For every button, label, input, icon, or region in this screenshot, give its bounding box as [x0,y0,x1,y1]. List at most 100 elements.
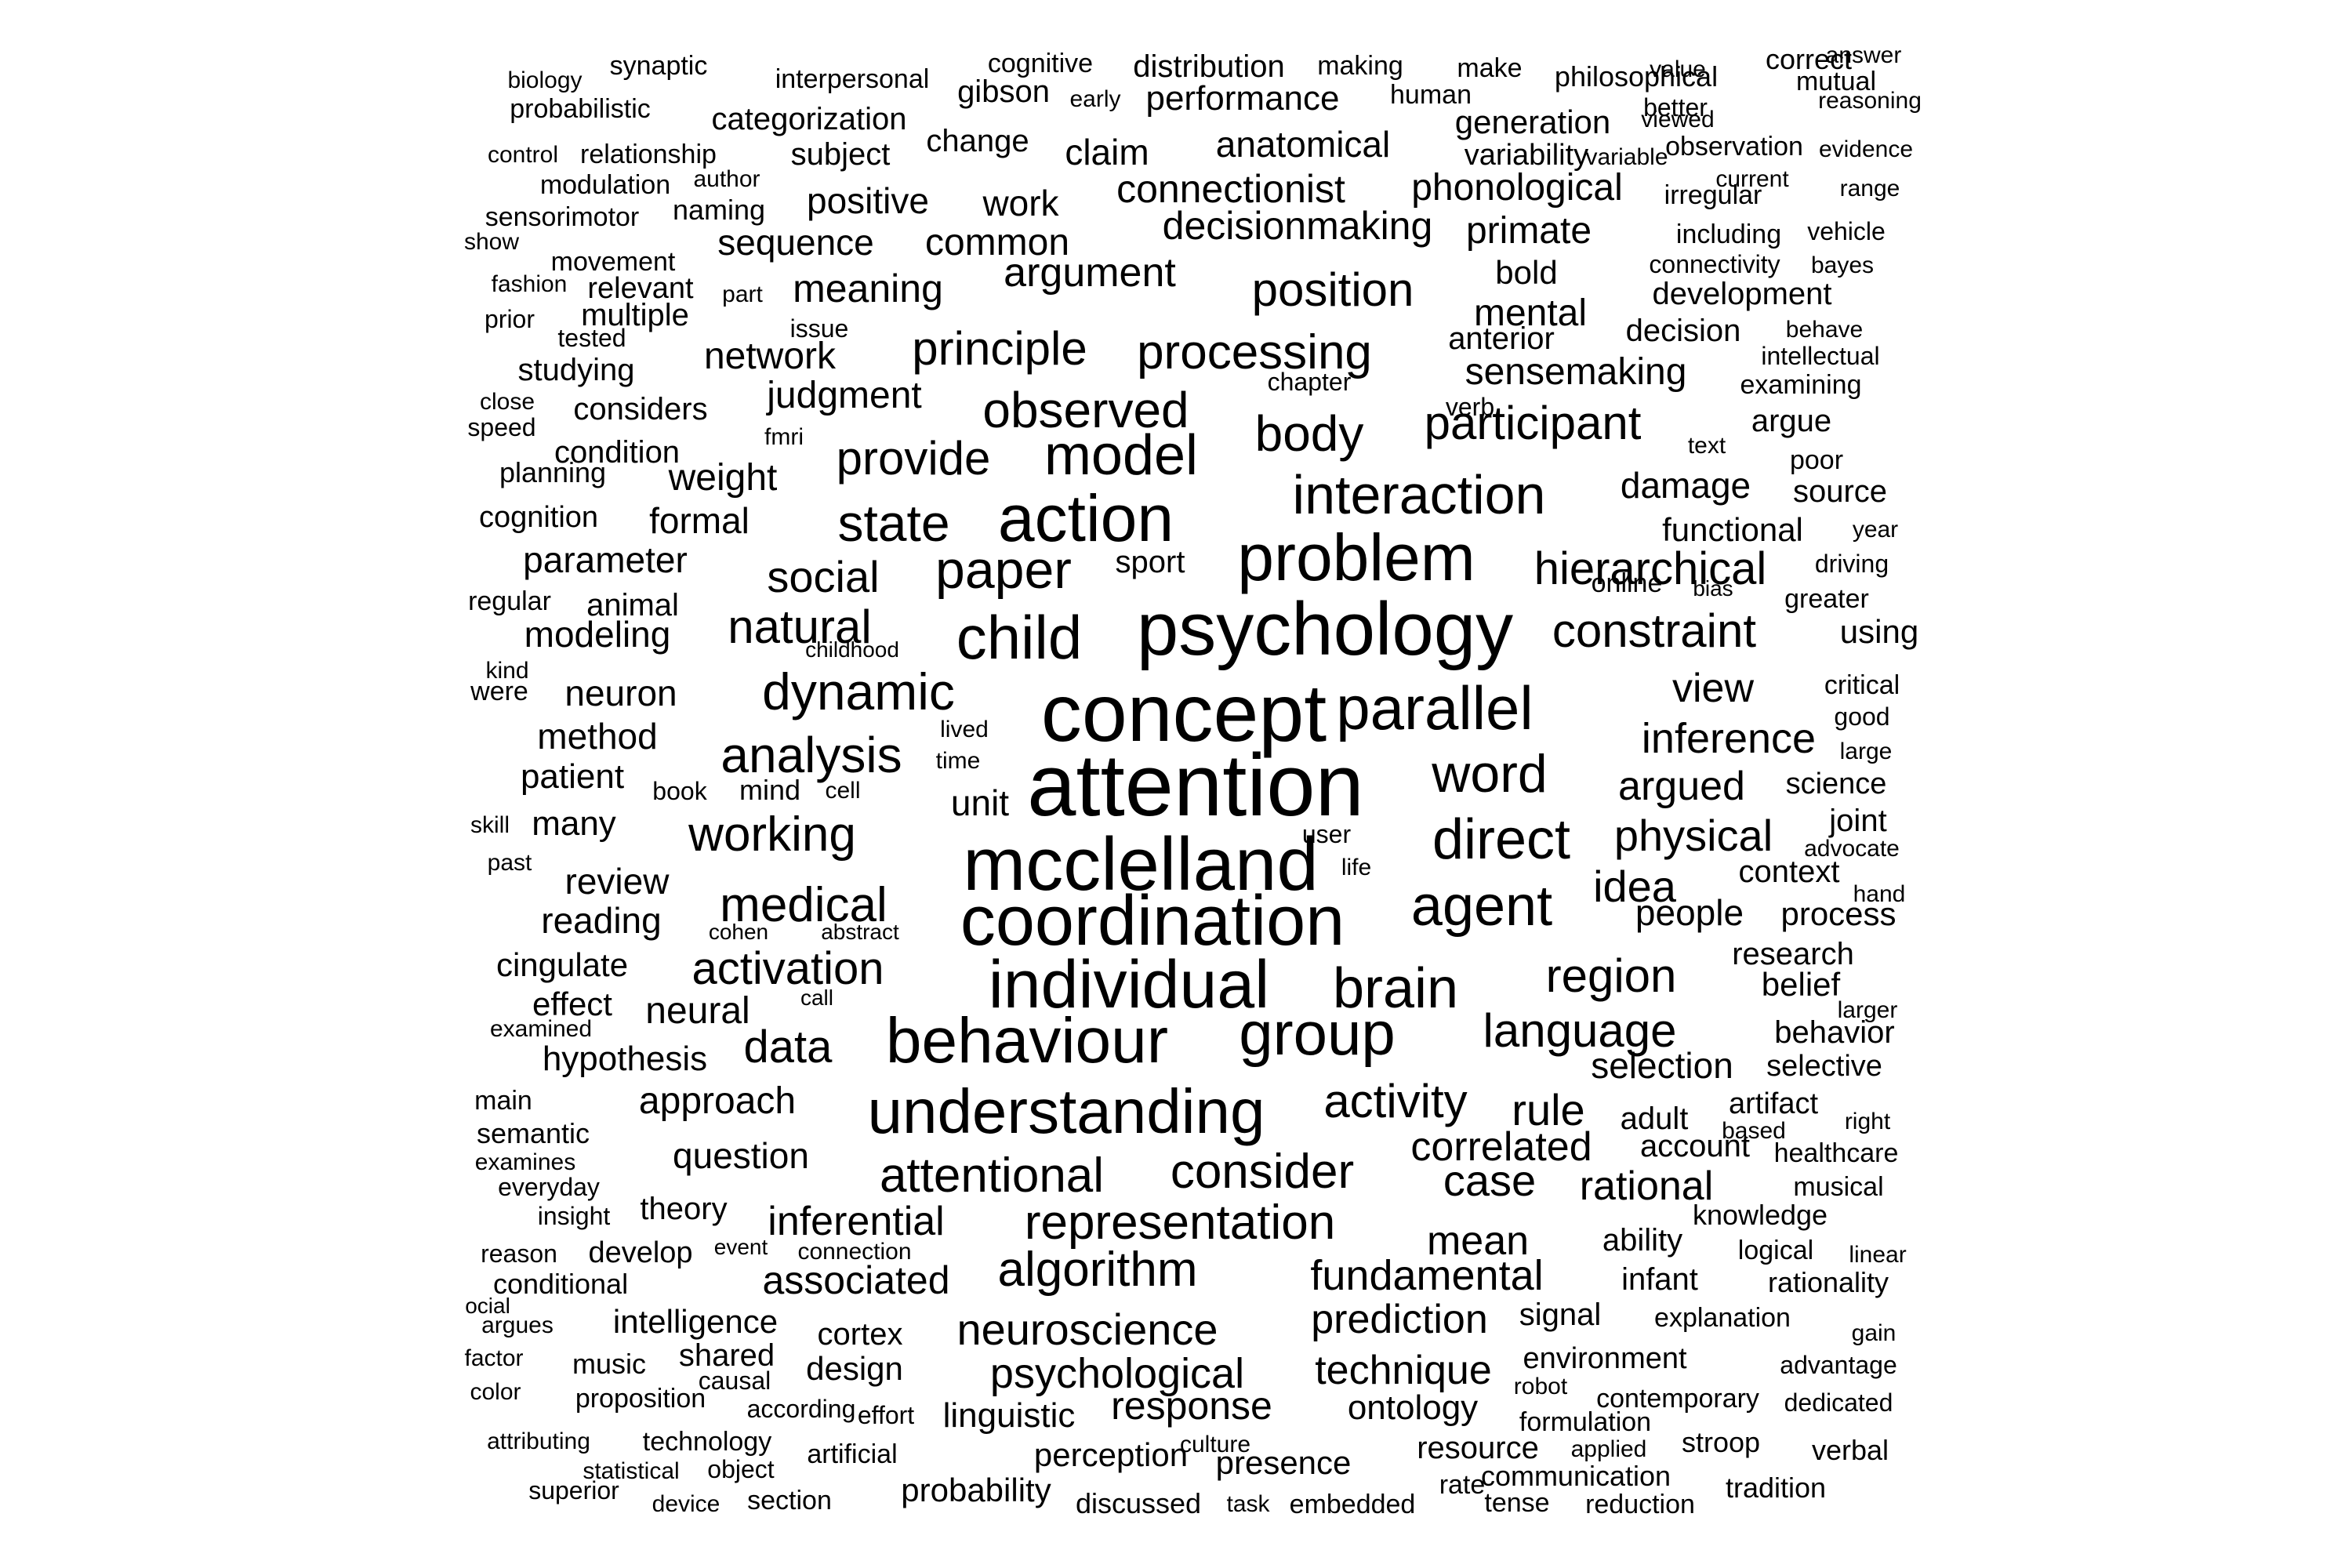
cloud-word: subject [791,137,891,172]
cloud-word: consider [1171,1145,1354,1199]
cloud-word: explanation [1654,1303,1791,1333]
cloud-word: action [998,481,1174,555]
cloud-word: object [707,1455,775,1483]
cloud-word: observation [1665,132,1803,162]
cloud-word: call [800,985,833,1010]
cloud-word: contemporary [1596,1384,1759,1414]
cloud-word: life [1341,855,1371,880]
cloud-word: argument [1004,250,1176,296]
cloud-word: parallel [1336,673,1533,742]
cloud-word: animal [586,588,679,622]
cloud-word: connection [797,1239,911,1265]
cloud-word: speed [467,413,535,441]
cloud-word: mean [1427,1218,1529,1264]
cloud-word: reduction [1585,1490,1695,1519]
cloud-word: hand [1853,881,1906,907]
cloud-word: agent [1411,875,1552,938]
cloud-word: argue [1751,404,1831,438]
cloud-word: ontology [1348,1388,1478,1427]
cloud-word: physical [1614,811,1773,860]
cloud-word: human [1390,80,1472,110]
cloud-word: using [1840,613,1918,650]
cloud-word: robot [1514,1374,1568,1399]
cloud-word: dedicated [1784,1388,1893,1417]
cloud-word: decisionmaking [1163,204,1433,248]
cloud-word: unit [951,782,1009,823]
cloud-word: including [1676,220,1781,249]
cloud-word: account [1640,1129,1750,1163]
cloud-word: artificial [807,1439,897,1469]
cloud-word: connectivity [1649,250,1780,278]
cloud-word: stroop [1682,1426,1760,1458]
cloud-word: part [722,281,763,307]
cloud-word: connectionist [1116,167,1345,211]
cloud-word: critical [1824,670,1900,700]
cloud-word: everyday [498,1173,600,1201]
cloud-word: tradition [1726,1472,1826,1504]
cloud-word: healthcare [1774,1138,1899,1168]
cloud-word: cortex [818,1317,903,1352]
cloud-word: distribution [1133,49,1284,84]
cloud-word: people [1635,892,1744,933]
cloud-word: process [1780,895,1896,932]
cloud-word: medical [720,878,887,932]
cloud-word: knowledge [1693,1199,1828,1231]
cloud-word: linear [1849,1242,1906,1268]
cloud-word: multiple [581,298,689,332]
cloud-word: intelligence [613,1303,778,1340]
cloud-word: hypothesis [543,1040,707,1078]
cloud-word: method [537,716,657,757]
cloud-word: decision [1626,314,1741,348]
cloud-word: formulation [1519,1407,1651,1437]
cloud-word: text [1688,433,1726,459]
cloud-word: design [806,1350,903,1387]
cloud-word: natural [728,601,871,653]
cloud-word: advocate [1804,836,1900,862]
cloud-word: semantic [477,1117,590,1149]
cloud-word: task [1226,1491,1270,1517]
cloud-word: joint [1828,804,1886,838]
cloud-word: gain [1852,1320,1896,1346]
cloud-word: device [652,1491,720,1517]
cloud-word: condition [554,435,680,470]
cloud-word: argues [481,1312,554,1338]
cloud-word: discussed [1076,1487,1201,1519]
cloud-word: mind [739,774,800,806]
cloud-word: chapter [1268,368,1352,396]
cloud-word: linguistic [943,1396,1076,1435]
cloud-word: bayes [1811,252,1874,278]
cloud-word: time [936,748,981,774]
cloud-word: primate [1466,210,1592,252]
cloud-word: according [747,1395,856,1423]
cloud-word: poor [1790,445,1843,475]
cloud-word: resource [1417,1431,1539,1465]
cloud-word: conditional [493,1268,628,1300]
cloud-word: change [926,124,1029,158]
cloud-word: reasoning [1818,88,1922,114]
cloud-word: viewed [1641,107,1714,132]
cloud-word: studying [518,353,635,387]
cloud-word: advantage [1780,1351,1896,1379]
cloud-word: better [1643,93,1708,122]
cloud-word: examined [490,1016,592,1042]
cloud-word: bold [1495,254,1557,291]
cloud-word: associated [762,1258,949,1302]
cloud-word: development [1652,277,1831,311]
cloud-word: model [1044,424,1198,487]
cloud-word: embedded [1290,1490,1416,1519]
cloud-word: prior [485,305,535,333]
cloud-word: statistical [583,1458,679,1484]
cloud-word: categorization [711,102,906,136]
cloud-word: large [1840,739,1893,764]
cloud-word: participant [1425,397,1642,449]
cloud-word: planning [499,456,606,488]
cloud-word: paper [935,540,1072,600]
cloud-word: modeling [524,614,671,655]
cloud-word: synaptic [610,51,708,81]
cloud-word: irregular [1664,180,1762,210]
cloud-word: sensemaking [1465,351,1687,393]
cloud-word: considers [573,392,707,426]
cloud-word: year [1853,517,1898,543]
cloud-word: environment [1523,1342,1687,1375]
cloud-word: examining [1740,370,1862,400]
